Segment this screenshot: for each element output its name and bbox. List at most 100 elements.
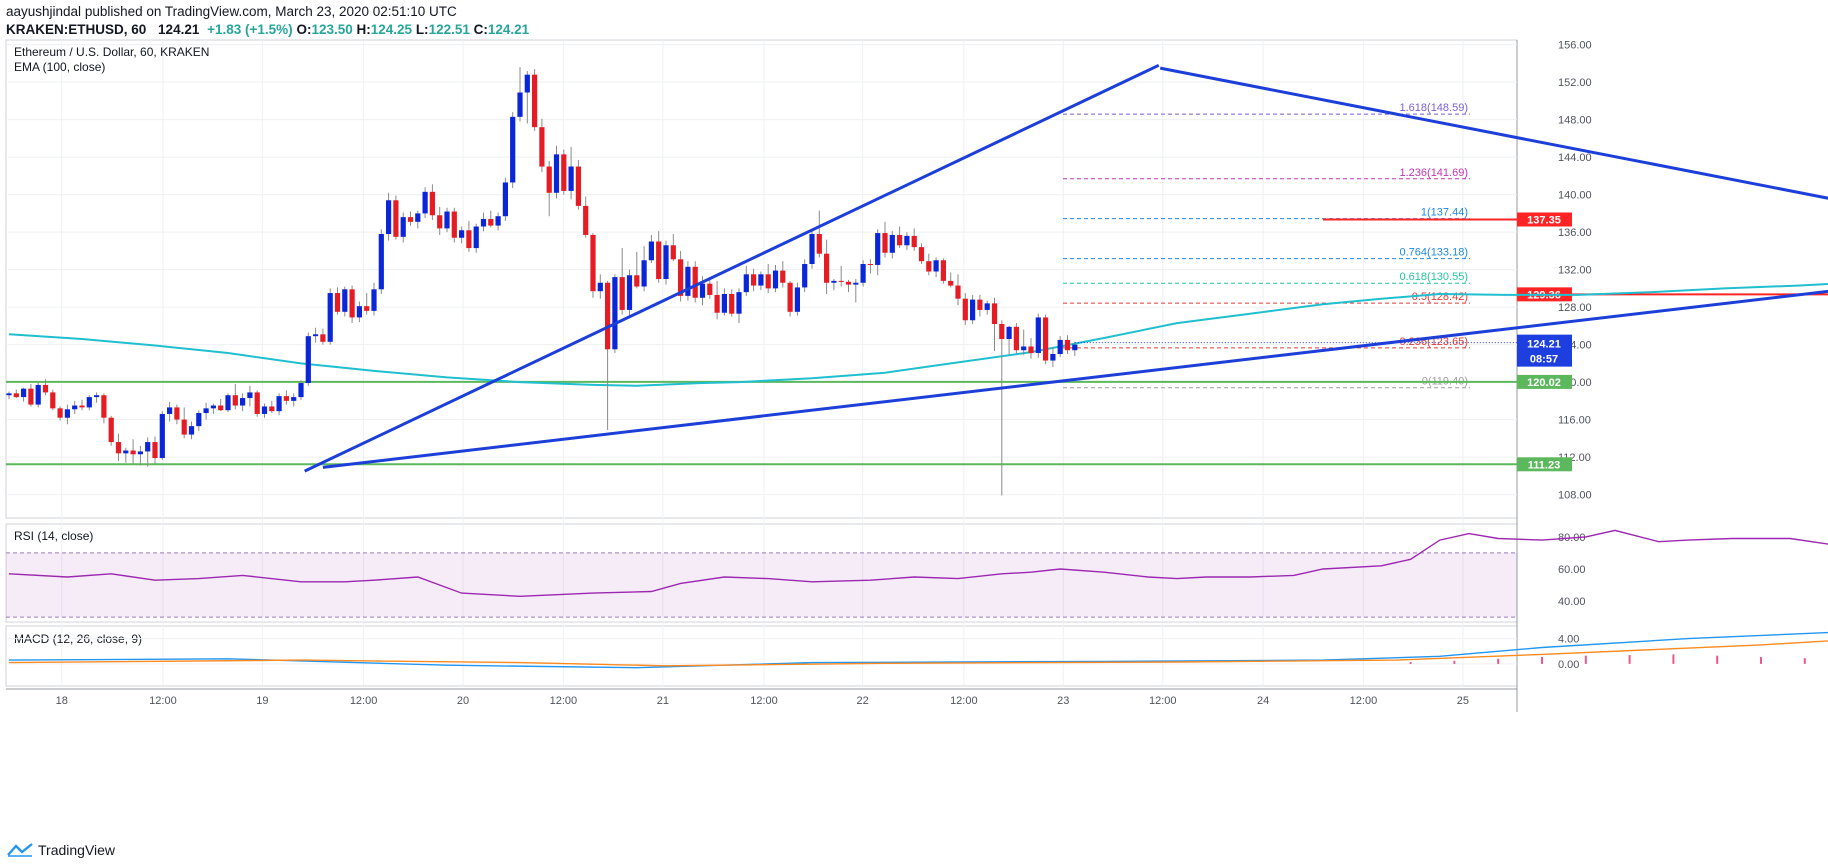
current-price-label: 124.21 — [1527, 339, 1561, 351]
candle-bearish — [13, 393, 19, 398]
candle-bearish — [619, 277, 625, 310]
candle-bullish — [853, 282, 859, 285]
candle-bearish — [948, 280, 954, 286]
candle-bullish — [685, 266, 691, 296]
candle-bearish — [926, 261, 932, 272]
macd-histogram-bar — [1584, 655, 1587, 664]
candle-bullish — [473, 226, 479, 249]
macd-histogram-bar — [1541, 656, 1543, 664]
macd-histogram-bar — [1803, 658, 1806, 664]
candle-bearish — [590, 234, 596, 292]
candle-bullish — [196, 413, 202, 427]
macd-line — [8, 631, 1828, 669]
candle-bearish — [918, 247, 925, 262]
pane-frame-macd — [5, 625, 1518, 687]
rsi-y-tick-label: 60.00 — [1558, 564, 1586, 576]
rsi-line — [8, 529, 1828, 598]
rsi-y-tick-label: 40.00 — [1558, 596, 1586, 608]
candle-bullish — [371, 289, 377, 311]
candle-bearish — [583, 205, 589, 235]
open-value: 123.50 — [311, 22, 353, 37]
macd-signal-line — [8, 640, 1828, 667]
candle-bullish — [35, 384, 41, 405]
y-tick-label: 116.00 — [1558, 415, 1591, 427]
published-text: published on TradingView.com, March 23, … — [84, 4, 457, 19]
x-tick-label: 12:00 — [950, 695, 978, 707]
y-tick-label: 108.00 — [1558, 490, 1592, 502]
last-price: 124.21 — [158, 22, 200, 37]
resistance-price-tag-label: 137.35 — [1527, 214, 1561, 226]
macd-histogram-bar — [1497, 658, 1500, 664]
candle-bullish — [313, 334, 319, 337]
candle-bullish — [203, 408, 209, 414]
candle-bearish — [845, 281, 852, 285]
candle-bearish — [283, 396, 289, 401]
candle-bullish — [860, 264, 866, 283]
candle-bullish — [291, 397, 297, 401]
current-price-tag — [1517, 334, 1572, 367]
candle-bullish — [736, 292, 742, 314]
candle-bullish — [524, 74, 530, 93]
candle-bullish — [904, 235, 910, 246]
candle-bearish — [349, 289, 355, 318]
candle-bearish — [539, 127, 545, 167]
candle-bullish — [188, 426, 195, 435]
price-change: +1.83 (+1.5%) — [207, 22, 293, 37]
x-tick-label: 23 — [1057, 695, 1069, 707]
y-tick-label: 128.00 — [1558, 302, 1592, 314]
candle-bullish — [831, 280, 837, 283]
candle-bullish — [1021, 346, 1027, 351]
y-tick-label: 156.00 — [1558, 40, 1592, 52]
candle-bearish — [670, 245, 676, 260]
ema-indicator-label: EMA (100, close) — [14, 60, 105, 74]
candle-bullish — [743, 274, 749, 293]
x-tick-label: 12:00 — [750, 695, 778, 707]
candle-bearish — [838, 280, 844, 282]
candle-bullish — [875, 233, 881, 265]
low-label: L: — [415, 22, 429, 37]
candle-bullish — [261, 406, 268, 414]
candle-bullish — [415, 213, 421, 222]
candle-bullish — [641, 260, 647, 287]
candle-bullish — [145, 442, 151, 452]
y-tick-label: 132.00 — [1558, 265, 1592, 277]
x-tick-label: 12:00 — [1350, 695, 1378, 707]
candle-bullish — [517, 92, 523, 117]
candle-bearish — [334, 293, 341, 312]
trendline — [322, 289, 1828, 469]
macd-histogram-bar — [1453, 660, 1456, 664]
candle-bearish — [115, 442, 122, 454]
support-price-tag — [1517, 374, 1572, 389]
candle-bearish — [451, 211, 457, 238]
candle-bearish — [561, 154, 567, 191]
candle-bullish — [612, 277, 618, 350]
x-tick-label: 12:00 — [149, 695, 177, 707]
tradingview-footer[interactable]: TradingView — [6, 842, 115, 858]
candle-bearish — [991, 303, 998, 324]
candle-bullish — [305, 336, 311, 384]
candle-bullish — [400, 217, 406, 237]
candle-bearish — [79, 405, 85, 408]
candle-bearish — [437, 215, 443, 229]
candle-bullish — [663, 245, 669, 279]
candle-bullish — [6, 393, 12, 396]
candle-bearish — [269, 406, 275, 412]
symbol-label: KRAKEN:ETHUSD, 60 — [6, 22, 147, 37]
candle-bearish — [575, 166, 581, 206]
candle-bullish — [64, 409, 70, 418]
candle-bearish — [962, 298, 968, 321]
candle-bullish — [276, 396, 282, 412]
publisher-name[interactable]: aayushjindal — [6, 4, 82, 19]
candle-bearish — [57, 408, 63, 418]
macd-y-tick-label: 0.00 — [1558, 659, 1579, 671]
candle-bearish — [254, 392, 260, 414]
candle-bearish — [977, 299, 983, 310]
open-label: O: — [296, 22, 312, 37]
candle-bullish — [480, 219, 487, 227]
macd-y-tick-label: 4.00 — [1558, 634, 1579, 646]
candle-bearish — [152, 442, 158, 459]
pane-frame-rsi — [5, 523, 1518, 623]
candle-bullish — [626, 275, 633, 310]
candle-bullish — [444, 211, 450, 229]
